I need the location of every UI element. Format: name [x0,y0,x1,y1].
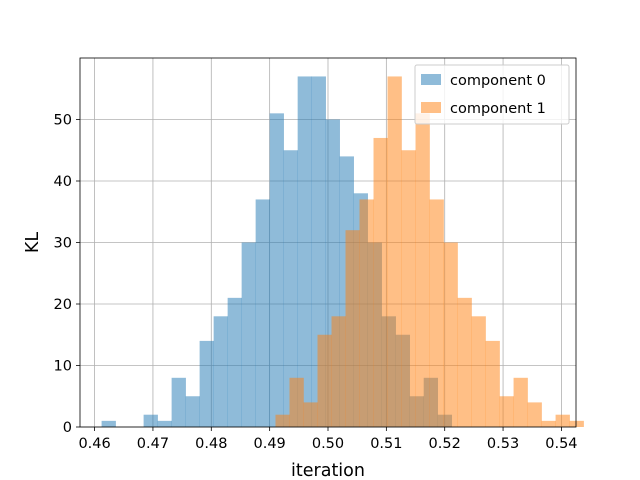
legend-box [414,64,570,125]
histogram-bar [283,150,298,427]
histogram-bar [213,316,228,427]
histogram-bar [429,199,444,427]
histogram-bar [289,377,304,427]
axis-ticks: 0.46 0.47 0.48 0.49 0.50 0.51 0.52 0.53 0.54 0 10 2… [54,113,578,453]
y-axis-label: KL [23,232,43,253]
x-tick-label: 0.47 [137,436,169,452]
histogram-bar [101,420,116,427]
histogram-bar [555,414,570,427]
x-tick-label: 0.46 [78,436,110,452]
series-1-bars [275,76,584,427]
histogram-bar [387,76,402,427]
histogram-bar [331,316,346,427]
x-tick-label: 0.49 [253,436,285,452]
histogram-bar [415,113,430,427]
histogram-bar [541,420,556,427]
histogram-bar [527,402,542,427]
histogram-bar [373,137,388,427]
y-tick-label: 40 [54,174,72,190]
histogram-bar [485,340,500,427]
legend-swatch-component-0 [421,74,441,85]
x-axis-label: iteration [291,461,365,480]
legend-label-component-1: component 1 [450,101,546,117]
histogram-bar [569,420,584,427]
histogram-bar [499,396,514,427]
y-tick-label: 50 [54,113,72,129]
histogram-bars [101,76,584,427]
legend-swatch-component-1 [421,102,441,113]
x-tick-label: 0.54 [545,436,577,452]
y-tick-label: 20 [54,297,72,313]
x-tick-label: 0.53 [487,436,519,452]
histogram-bar [317,334,332,427]
histogram-bar [275,414,290,427]
histogram-bar [345,230,360,427]
histogram-bar [303,402,318,427]
x-tick-label: 0.50 [312,436,344,452]
histogram-bar [297,76,312,427]
histogram-bar [171,377,186,427]
legend: component 0 component 1 [414,64,570,125]
y-tick-label: 30 [54,236,72,252]
y-tick-label: 0 [63,420,72,436]
x-tick-label: 0.48 [195,436,227,452]
histogram-bar [227,297,242,427]
histogram-bar [157,420,172,427]
histogram-bar [143,414,158,427]
histogram-bar [457,297,472,427]
histogram-bar [185,396,200,427]
legend-label-component-0: component 0 [450,73,546,89]
x-tick-label: 0.51 [370,436,402,452]
histogram-bar [269,113,284,427]
histogram-bar [199,340,214,427]
histogram-bar [241,242,256,427]
x-tick-label: 0.52 [429,436,461,452]
histogram-bar [513,377,528,427]
histogram-bar [443,242,458,427]
histogram-bar [359,199,374,427]
histogram-bar [255,199,270,427]
histogram-bar [471,316,486,427]
y-tick-label: 10 [54,359,72,375]
histogram-bar [401,150,416,427]
